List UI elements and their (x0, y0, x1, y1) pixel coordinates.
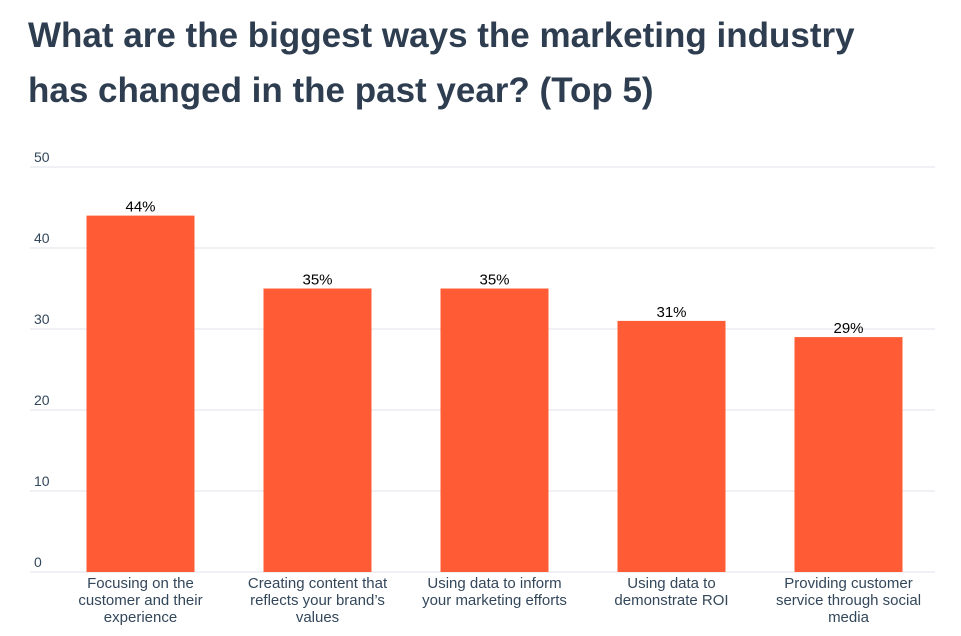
data-label: 44% (125, 199, 155, 216)
category-label: Using data to inform your marketing effor… (422, 575, 567, 609)
category-label-line: your marketing efforts (422, 592, 567, 609)
category-label: Creating content that reflects your brand… (248, 575, 388, 626)
data-label: 35% (479, 272, 509, 289)
bar (440, 288, 549, 572)
y-tick-label: 30 (34, 311, 50, 327)
data-label: 35% (302, 272, 332, 289)
data-label: 31% (656, 304, 686, 321)
category-label-line: Providing customer (784, 575, 912, 592)
category-label-line: Focusing on the (87, 575, 194, 592)
category-label: Providing customer service through social… (776, 575, 921, 626)
bar (794, 337, 903, 572)
y-tick-label: 0 (34, 554, 42, 570)
bars (86, 215, 903, 572)
y-tick-label: 10 (34, 473, 50, 489)
y-tick-label: 50 (34, 149, 50, 165)
bar (263, 288, 372, 572)
category-label: Focusing on the customer and their experie… (78, 575, 202, 626)
bar (86, 215, 195, 572)
y-tick-label: 40 (34, 230, 50, 246)
category-label: Using data to demonstrate ROI (614, 575, 728, 609)
category-label-line: Using data to (627, 575, 715, 592)
chart-title-line-1: What are the biggest ways the marketing … (28, 16, 855, 55)
category-label-line: Using data to inform (427, 575, 561, 592)
bar (617, 320, 726, 572)
chart-title-line-2: has changed in the past year? (Top 5) (28, 71, 654, 110)
category-label-line: service through social (776, 592, 921, 609)
category-labels: Focusing on the customer and their experie… (78, 575, 921, 626)
category-label-line: customer and their (78, 592, 202, 609)
y-axis-ticks: 0 10 20 30 40 50 (34, 149, 50, 570)
category-label-line: media (828, 609, 870, 626)
category-label-line: experience (104, 609, 177, 626)
y-tick-label: 20 (34, 392, 50, 408)
category-label-line: reflects your brand’s (250, 592, 385, 609)
category-label-line: Creating content that (248, 575, 388, 592)
data-label: 29% (833, 320, 863, 337)
chart-title: What are the biggest ways the marketing … (28, 8, 948, 118)
category-label-line: values (296, 609, 339, 626)
data-labels: 44% 35% 35% 31% 29% (125, 199, 863, 338)
category-label-line: demonstrate ROI (614, 592, 728, 609)
